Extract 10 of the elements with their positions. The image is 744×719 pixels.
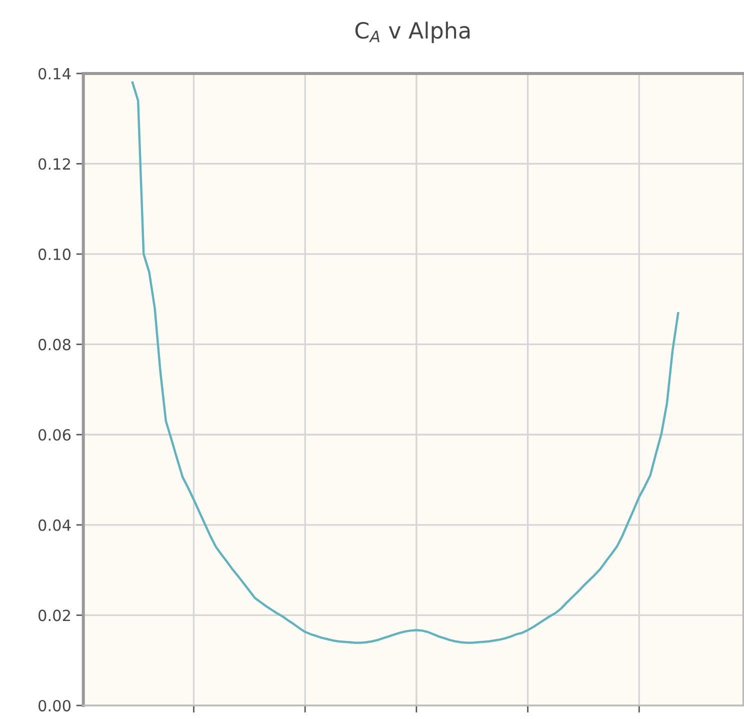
y-tick-label: 0.08 (38, 338, 70, 350)
y-tick-label: 0.10 (38, 248, 71, 260)
y-tick-label: 0.06 (38, 429, 71, 441)
y-tick-label: 0.00 (38, 700, 71, 712)
line-series (131, 81, 680, 644)
chart-title: C$_{A}$ v Alpha (355, 22, 470, 44)
y-tick-label: 0.14 (38, 68, 71, 80)
y-tick-label: 0.02 (38, 610, 70, 622)
y-tick-label: 0.04 (38, 519, 71, 531)
y-tick-label: 0.12 (38, 158, 70, 170)
